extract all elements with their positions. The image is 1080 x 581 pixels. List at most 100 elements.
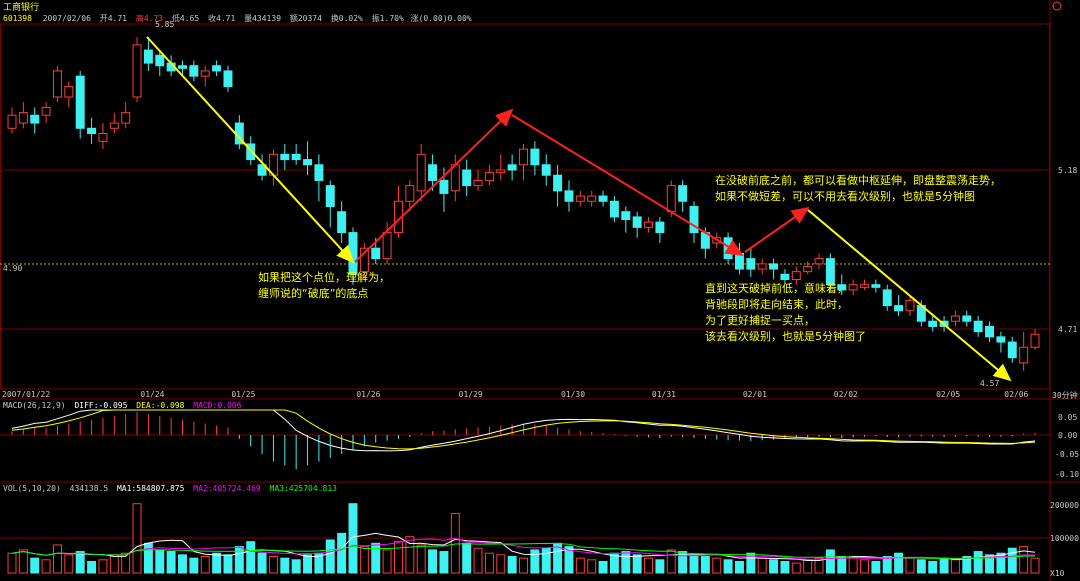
volume-bar xyxy=(200,556,210,574)
candle-body xyxy=(98,133,108,142)
volume-bar xyxy=(189,557,199,574)
volume-bar xyxy=(632,554,642,574)
candle-body xyxy=(280,153,290,161)
volume-bar xyxy=(723,559,733,574)
header-close: 收4.71 xyxy=(208,13,235,23)
candle xyxy=(541,154,551,186)
volume-bar xyxy=(564,546,574,574)
candle-body xyxy=(848,284,858,291)
candle-body xyxy=(359,247,369,273)
date-label: 01/30 xyxy=(561,390,585,399)
volume-bar xyxy=(325,539,335,574)
volume-bar xyxy=(371,542,381,574)
candle xyxy=(553,164,563,207)
candle xyxy=(268,149,278,186)
candle xyxy=(757,258,767,275)
annotation-3-line-1: 直到这天破掉前低，意味着， xyxy=(705,281,848,295)
volume-bar xyxy=(780,560,790,574)
volume-bar xyxy=(507,556,517,574)
candle-body xyxy=(109,122,119,129)
candle-body xyxy=(462,169,472,187)
volume-bar xyxy=(928,560,938,574)
candle xyxy=(928,316,938,332)
volume-bar xyxy=(916,559,926,574)
candle-body xyxy=(18,112,28,124)
volume-bar xyxy=(848,557,858,574)
candle xyxy=(473,170,483,191)
volume-bar xyxy=(280,557,290,574)
vol-unit: X10 xyxy=(1050,569,1065,578)
volume-bar xyxy=(700,556,710,574)
candle-body xyxy=(678,185,688,202)
volume-bar xyxy=(575,557,585,574)
candle xyxy=(530,141,540,176)
low-marker: 4.57 xyxy=(980,379,999,388)
candle xyxy=(314,154,324,202)
volume-bar xyxy=(7,552,17,574)
header-amplitude: 振1.70% xyxy=(372,13,404,23)
volume-bar xyxy=(803,559,813,574)
annotation-1-line-2: 缠师说的“破底”的底点 xyxy=(258,286,368,300)
candle xyxy=(507,154,517,181)
candle-body xyxy=(973,320,983,333)
date-label: 02/02 xyxy=(834,390,858,399)
trend-arrow-up-1 xyxy=(354,108,514,263)
volume-bar xyxy=(712,557,722,574)
volume-bar xyxy=(98,559,108,574)
candle-body xyxy=(1019,346,1029,364)
volume-bar xyxy=(359,546,369,574)
candle xyxy=(337,201,347,243)
volume-bar xyxy=(166,551,176,574)
candle xyxy=(609,196,619,223)
candle-body xyxy=(894,305,904,312)
candle xyxy=(973,316,983,337)
header-date: 2007/02/06 xyxy=(43,14,91,23)
candle xyxy=(1019,331,1029,371)
candle xyxy=(382,222,392,264)
header-amount: 额20374 xyxy=(290,13,322,23)
volume-bar xyxy=(666,549,676,574)
candle-body xyxy=(257,164,267,176)
date-label: 01/29 xyxy=(459,390,483,399)
candle xyxy=(587,190,597,207)
volume-bar xyxy=(212,552,222,574)
candle-body xyxy=(303,159,313,166)
date-label: 01/26 xyxy=(356,390,380,399)
vol-value: 434138.5 xyxy=(70,484,109,493)
candle xyxy=(234,115,244,150)
trend-arrow-down-2 xyxy=(511,114,744,257)
candle-body xyxy=(860,284,869,288)
candle-body xyxy=(598,195,608,202)
annotation-2: 在没破前底之前，都可以看做中枢延伸，即盘整震荡走势， 如果不做短差，可以不用去看… xyxy=(715,173,1005,203)
candle xyxy=(791,266,801,285)
volume-bar xyxy=(871,560,881,574)
vol-ma3-line xyxy=(11,542,1036,559)
volume-bar xyxy=(257,552,267,574)
macd-axis-neg0.10: -0.10 xyxy=(1055,470,1079,479)
vol-ma1: MA1:584807.875 xyxy=(117,484,185,493)
annotation-2-line-1: 在没破前底之前，都可以看做中枢延伸，即盘整震荡走势， xyxy=(715,173,1001,187)
candle-body xyxy=(928,320,938,327)
candle-body xyxy=(780,273,790,280)
candle-body xyxy=(564,190,574,202)
volume-bar xyxy=(30,557,40,574)
candle xyxy=(803,261,813,275)
volume-bar xyxy=(75,551,85,574)
annotation-1-line-1: 如果把这个点位，理解为， xyxy=(258,270,390,284)
high-marker: 5.85 xyxy=(155,20,174,29)
candle xyxy=(746,248,756,277)
candle-body xyxy=(121,112,131,124)
candle xyxy=(871,279,881,293)
header-open: 开4.71 xyxy=(100,14,127,23)
candle xyxy=(689,201,699,243)
date-label: 02/01 xyxy=(743,390,767,399)
candle xyxy=(212,60,222,77)
stock-code: 601398 xyxy=(3,14,32,23)
candle-body xyxy=(519,148,528,166)
volume-bar xyxy=(87,560,97,574)
volume-bar xyxy=(291,559,301,574)
macd-dea-line xyxy=(11,409,1036,450)
volume-bar xyxy=(541,547,551,574)
header-change: 涨(0.00)0.00% xyxy=(411,13,472,23)
candle-body xyxy=(64,86,74,98)
